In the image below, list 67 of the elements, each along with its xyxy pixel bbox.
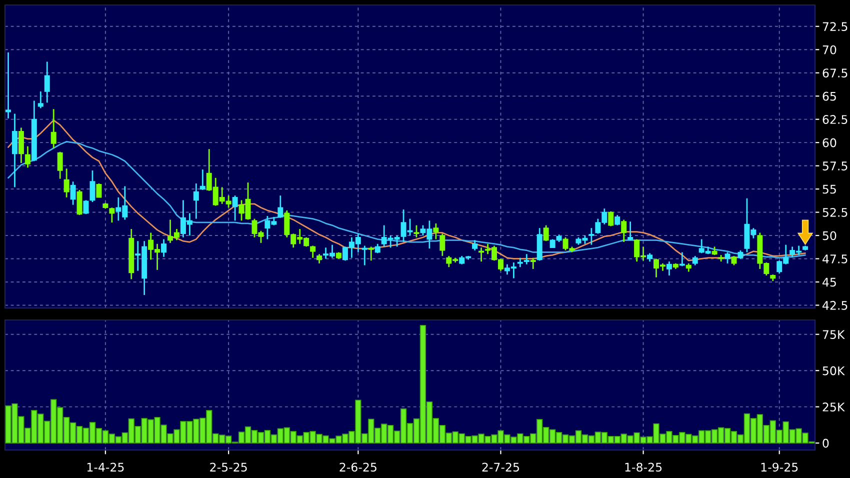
candlestick [50,108,56,149]
candlestick [193,182,199,220]
candlestick [24,146,30,168]
y-tick-label: 42.5 [822,300,848,310]
candlestick [517,257,523,268]
candlestick [278,194,284,219]
candlestick [76,189,82,216]
candlestick [608,210,614,227]
candlestick [731,255,737,266]
candlestick [724,252,730,264]
candlestick [588,227,594,246]
candlestick [64,168,70,198]
candlestick [414,224,420,238]
y-tick-label: 50 [822,231,836,240]
candlestick [83,199,89,215]
candlestick [530,257,536,270]
candlestick [90,170,96,203]
y-tick-label: 52.5 [822,208,848,217]
candlestick [679,252,685,267]
candlestick [628,220,634,241]
candlestick [310,245,316,259]
y-tick-label: 45 [822,278,836,287]
candlestick [362,245,368,266]
y-tick-label: 60 [822,138,836,148]
y-tick-label: 75K [822,330,845,339]
candlestick [57,151,63,180]
y-tick-label: 0 [822,438,829,448]
x-tick-label: 1-8-25 [625,462,662,472]
candlestick [96,182,102,198]
candlestick [614,214,620,226]
candlestick [18,126,24,164]
candlestick [70,180,76,206]
candlestick [38,90,44,109]
y-tick-label: 55 [822,184,836,194]
y-tick-label: 47.5 [822,254,848,264]
x-tick-label: 1-4-25 [87,462,124,472]
candlestick [316,253,322,264]
candlestick [161,238,167,258]
candlestick [5,52,11,120]
candlestick [472,239,478,252]
y-tick-label: 50K [822,366,845,376]
y-tick-label: 70 [822,45,836,54]
candlestick [374,243,380,254]
candlestick [543,224,549,242]
y-tick-label: 57.5 [822,162,848,170]
candlestick [621,219,627,243]
y-tick-label: 67.5 [822,68,848,78]
y-tick-label: 72.5 [822,22,848,32]
y-tick-label: 65 [822,92,836,101]
x-tick-label: 2-7-25 [482,462,519,472]
y-tick-label: 25K [822,402,845,412]
candlestick [109,206,115,224]
candlestick [368,246,374,262]
candlestick [440,232,446,257]
x-tick-label: 1-9-25 [761,462,798,472]
candlestick [666,260,672,276]
candlestick [232,194,238,222]
x-tick-label: 2-5-25 [210,462,247,472]
candlestick [44,61,50,104]
candlestick [433,222,439,240]
y-tick-label: 62.5 [822,115,848,124]
candlestick [692,255,698,266]
x-tick-label: 2-6-25 [340,462,376,472]
candlestick [200,168,206,191]
candlestick [524,253,530,266]
line-series [8,120,806,262]
candlestick [12,113,18,188]
